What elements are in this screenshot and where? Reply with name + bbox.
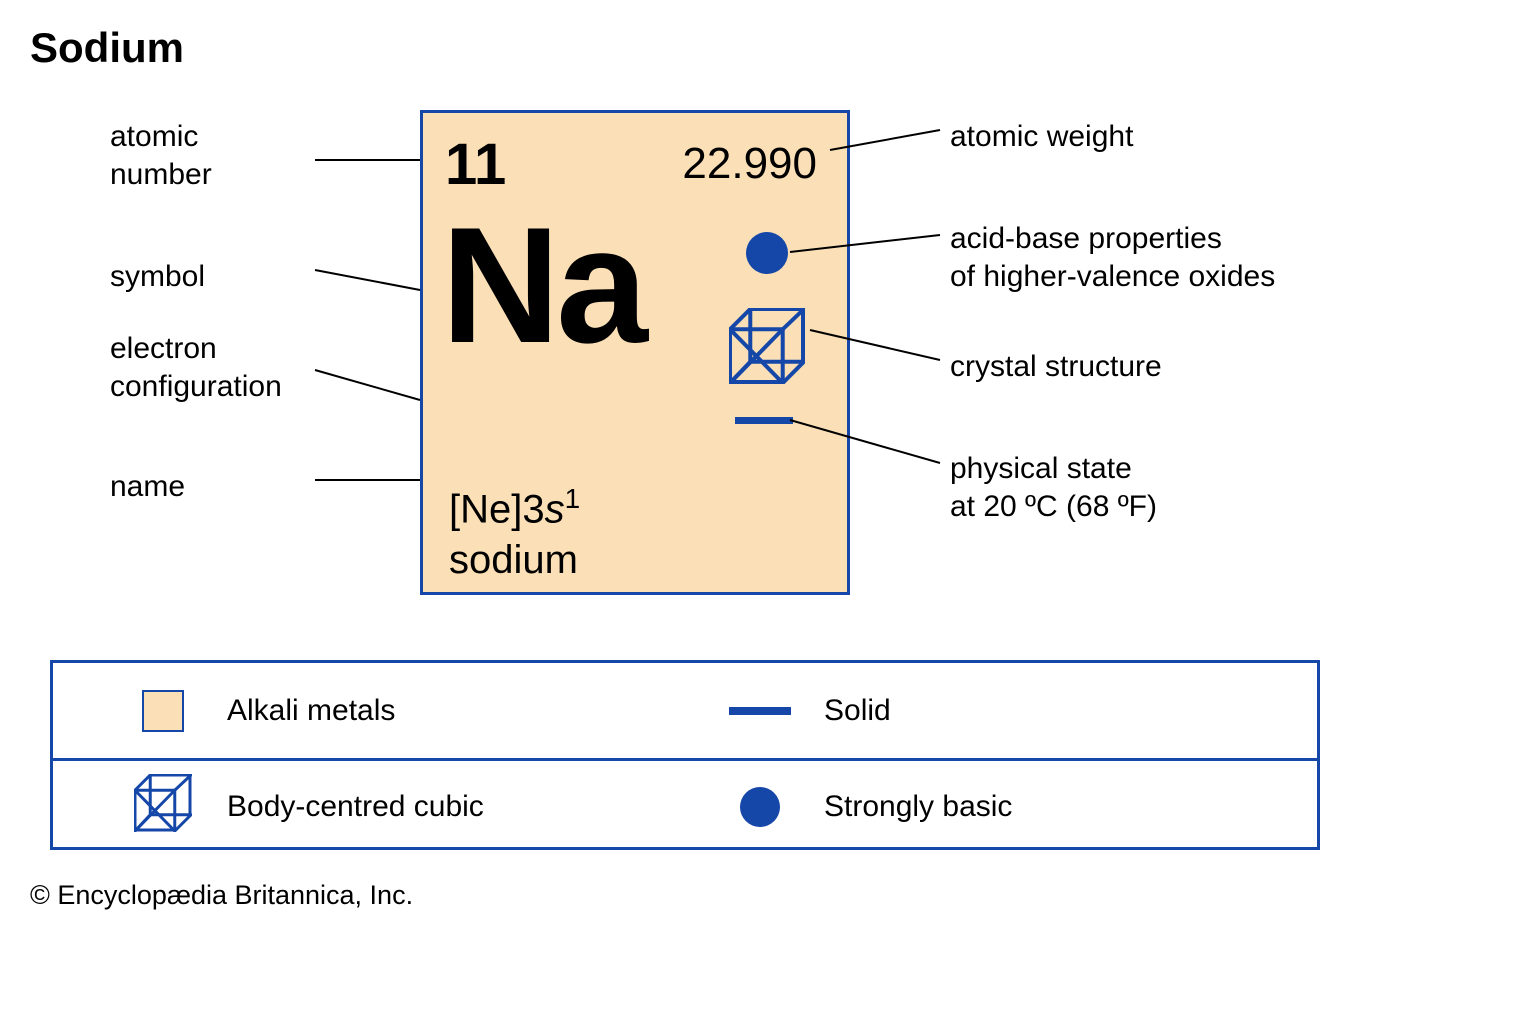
crystal-structure-icon	[729, 308, 805, 389]
legend-cell: Strongly basic	[720, 787, 1317, 827]
legend-label: Solid	[824, 694, 891, 728]
element-symbol: Na	[441, 203, 644, 368]
bcc-cube-icon	[134, 774, 192, 840]
acid-base-dot-icon	[746, 232, 788, 274]
legend-cell: Alkali metals	[123, 690, 720, 732]
solid-line-icon	[729, 707, 791, 715]
legend-label: Alkali metals	[227, 694, 395, 728]
atomic-weight: 22.990	[682, 139, 817, 189]
legend-label: Body-centred cubic	[227, 790, 484, 824]
element-name: sodium	[449, 538, 578, 583]
legend-cell: Body-centred cubic	[123, 774, 720, 840]
strongly-basic-dot-icon	[740, 787, 780, 827]
right-label-0: atomic weight	[950, 118, 1133, 156]
left-label-0: atomicnumber	[110, 118, 212, 193]
legend-row-1: Body-centred cubic Strongly basic	[53, 758, 1317, 853]
copyright: © Encyclopædia Britannica, Inc.	[30, 880, 413, 911]
right-label-1: acid-base propertiesof higher-valence ox…	[950, 220, 1275, 295]
left-label-1: symbol	[110, 258, 205, 296]
right-label-2: crystal structure	[950, 348, 1162, 386]
legend-cell: Solid	[720, 694, 1317, 728]
atomic-number: 11	[445, 131, 506, 198]
legend-row-0: Alkali metals Solid	[53, 663, 1317, 758]
element-tile: 11 22.990 Na [Ne]3s1 sodium	[420, 110, 850, 595]
right-label-3: physical stateat 20 ºC (68 ºF)	[950, 450, 1157, 525]
legend-label: Strongly basic	[824, 790, 1012, 824]
page-title: Sodium	[30, 24, 184, 72]
left-label-2: electronconfiguration	[110, 330, 282, 405]
legend: Alkali metals Solid Body-centred cubic Str…	[50, 660, 1320, 850]
left-label-3: name	[110, 468, 185, 506]
alkali-swatch-icon	[142, 690, 184, 732]
physical-state-icon	[735, 417, 793, 424]
electron-configuration: [Ne]3s1	[449, 483, 580, 532]
